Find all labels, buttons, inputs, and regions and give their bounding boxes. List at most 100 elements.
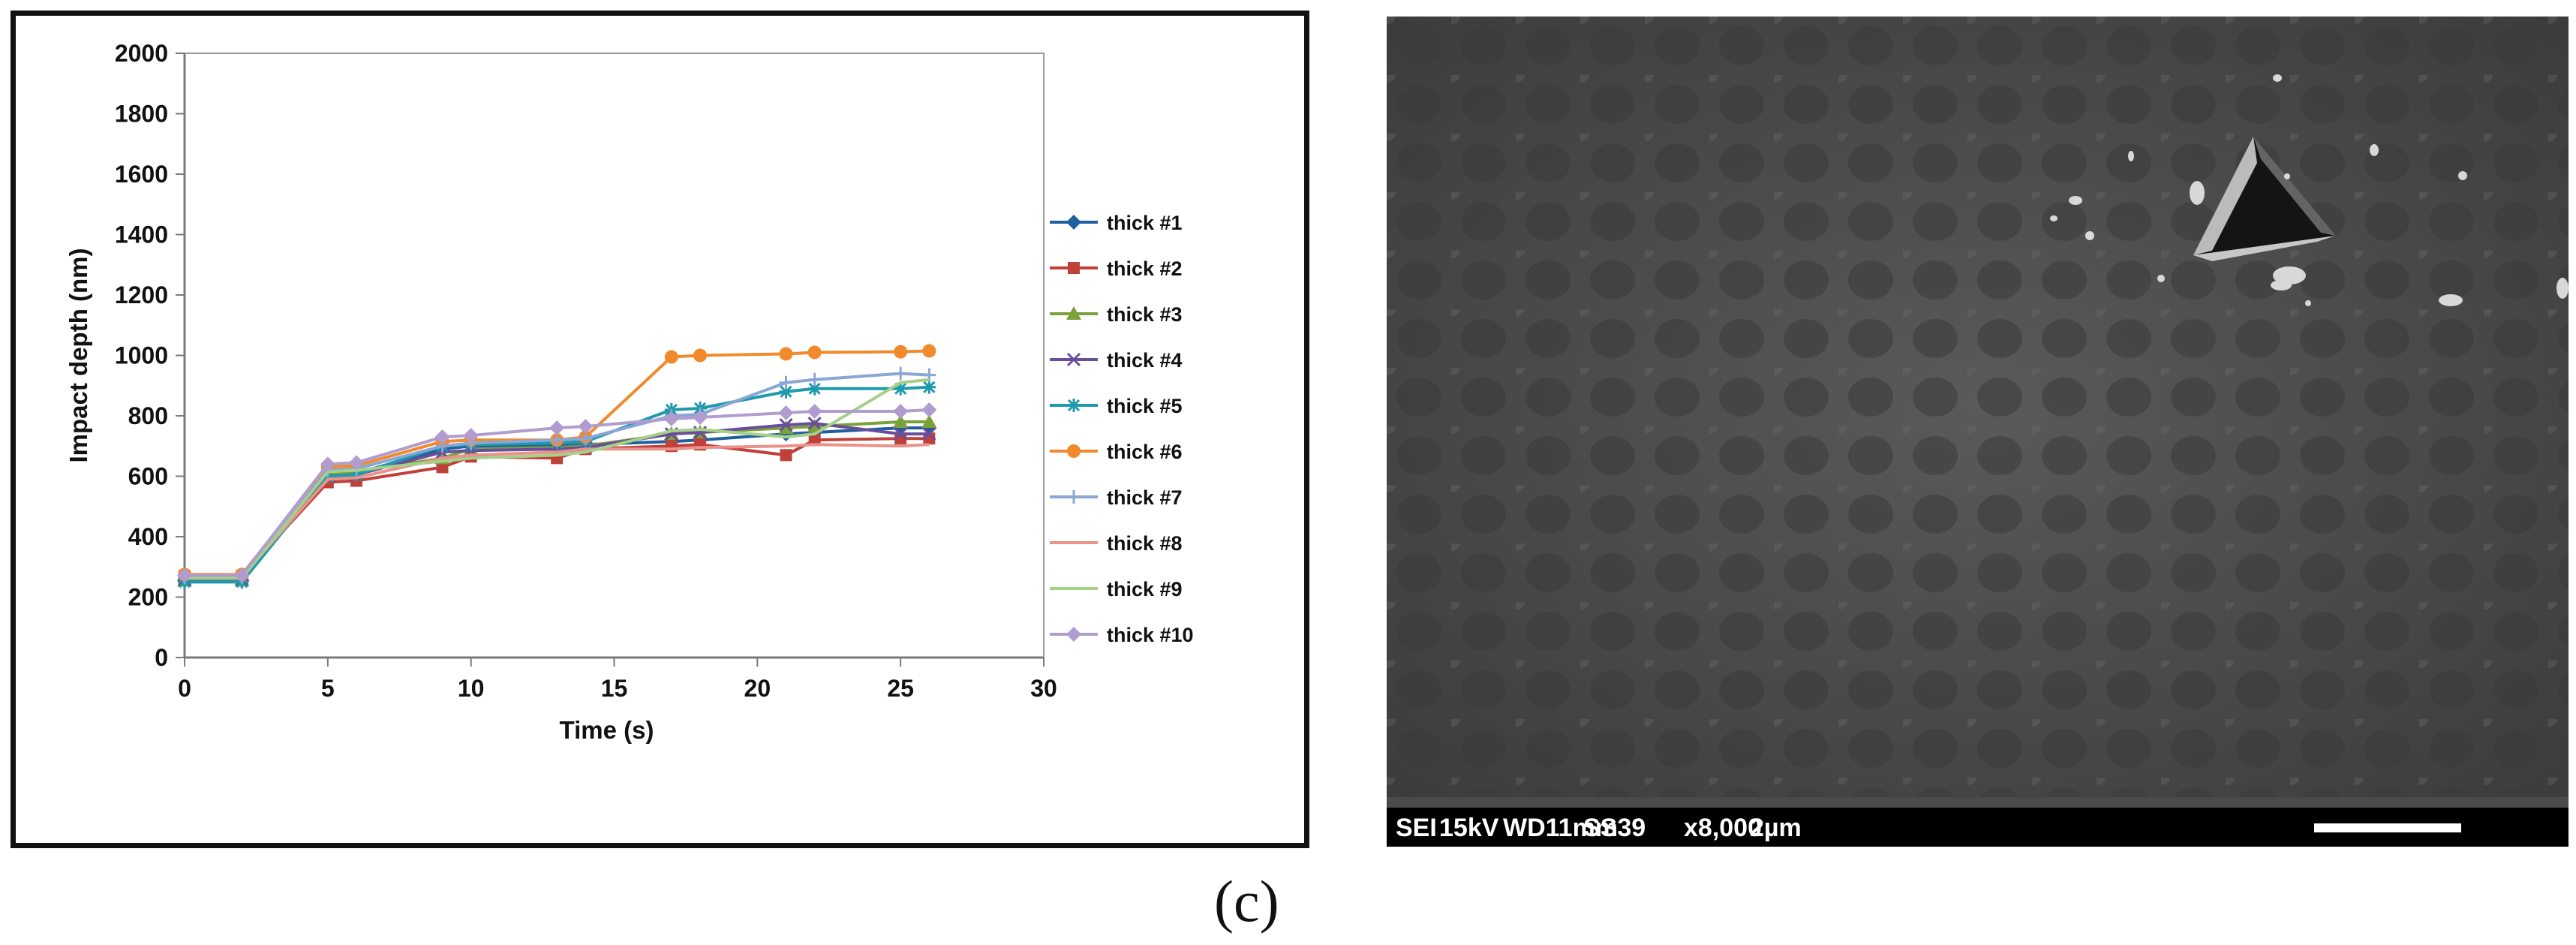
chart-panel: 0 200 400 600 800 1000 1200 1400 1600 1800 2000 0 5 1… bbox=[11, 11, 1309, 848]
sem-magnification: x8,000 bbox=[1684, 814, 1762, 842]
series-6-point-12 bbox=[894, 345, 908, 359]
series-10-point-4 bbox=[434, 429, 450, 445]
series-7-line bbox=[185, 372, 930, 579]
impact-depth-chart: 0 200 400 600 800 1000 1200 1400 1600 1800 2000 0 5 1… bbox=[65, 40, 1194, 744]
legend-marker-6 bbox=[1067, 444, 1081, 458]
series-10-point-7 bbox=[578, 419, 594, 435]
series-3-point-13 bbox=[921, 414, 937, 429]
y-tick-label-4: 800 bbox=[128, 402, 168, 429]
x-tick-label-1: 5 bbox=[321, 675, 335, 702]
series-10-point-10 bbox=[778, 405, 794, 420]
x-tick-label-0: 0 bbox=[178, 675, 191, 702]
y-tick-label-6: 1200 bbox=[115, 281, 168, 308]
legend-entry-7: thick #7 bbox=[1050, 486, 1183, 509]
sem-mode: SEI bbox=[1396, 814, 1437, 842]
series-7-point-10 bbox=[779, 375, 793, 390]
legend-entry-5: thick #5 bbox=[1050, 395, 1183, 417]
sem-spot-size: SS39 bbox=[1583, 814, 1646, 842]
sem-indent-image bbox=[1387, 17, 2568, 797]
series-6-point-11 bbox=[807, 345, 822, 360]
legend-marker-1 bbox=[1066, 215, 1081, 230]
series-2-point-4 bbox=[436, 461, 449, 474]
series-4-point-13 bbox=[922, 427, 936, 441]
series-4-point-12 bbox=[894, 427, 908, 441]
series-5-point-10 bbox=[779, 384, 793, 399]
x-tick-label-6: 30 bbox=[1030, 675, 1057, 702]
series-10-point-6 bbox=[549, 420, 565, 436]
series-2-point-10 bbox=[780, 449, 792, 462]
y-tick-label-1: 200 bbox=[128, 584, 168, 611]
x-tick-label-3: 15 bbox=[601, 675, 628, 702]
legend-marker-3 bbox=[1066, 306, 1081, 320]
y-tick-label-0: 0 bbox=[155, 644, 168, 671]
series-3-point-11 bbox=[807, 419, 822, 433]
legend-entry-9: thick #9 bbox=[1050, 578, 1183, 600]
sem-voltage: 15kV bbox=[1439, 814, 1499, 842]
legend-label-9: thick #9 bbox=[1107, 578, 1183, 600]
series-7 bbox=[178, 366, 936, 585]
y-axis-title: Impact depth (nm) bbox=[65, 248, 92, 463]
series-8 bbox=[185, 443, 930, 579]
x-tick-label-4: 20 bbox=[744, 675, 771, 702]
legend-label-8: thick #8 bbox=[1107, 532, 1183, 555]
series-6-point-13 bbox=[922, 344, 936, 358]
series-10-point-8 bbox=[663, 411, 679, 427]
legend-marker-4 bbox=[1066, 352, 1081, 367]
series-3-point-10 bbox=[778, 420, 794, 435]
y-tick-label-9: 1800 bbox=[115, 101, 168, 128]
series-5-line bbox=[185, 385, 930, 584]
series-4-point-11 bbox=[807, 417, 822, 431]
series-9 bbox=[185, 378, 930, 580]
legend-entry-10: thick #10 bbox=[1050, 624, 1194, 646]
sem-working-distance: WD11mm bbox=[1503, 814, 1619, 842]
legend-entry-8: thick #8 bbox=[1050, 532, 1183, 555]
series-5-point-13 bbox=[922, 380, 936, 394]
series-10-point-3 bbox=[349, 455, 364, 471]
series-10-point-2 bbox=[320, 456, 335, 472]
sem-scale-text: 2µm bbox=[1750, 814, 1802, 842]
indent-triangle bbox=[2193, 137, 2336, 261]
y-tick-label-3: 600 bbox=[128, 463, 168, 490]
series-7-point-6 bbox=[550, 433, 564, 447]
legend-label-5: thick #5 bbox=[1107, 395, 1183, 417]
legend-label-3: thick #3 bbox=[1107, 303, 1183, 326]
series-5-point-11 bbox=[807, 381, 822, 396]
y-tick-label-2: 400 bbox=[128, 523, 168, 550]
legend-label-2: thick #2 bbox=[1107, 257, 1183, 280]
legend-entry-2: thick #2 bbox=[1050, 257, 1183, 280]
legend-marker-5 bbox=[1067, 399, 1081, 412]
series-9-line bbox=[185, 378, 930, 580]
legend-label-10: thick #10 bbox=[1107, 624, 1194, 646]
series-6-point-10 bbox=[779, 347, 793, 361]
y-tick-label-7: 1400 bbox=[115, 221, 168, 248]
series-6-point-8 bbox=[664, 350, 678, 364]
legend-entry-3: thick #3 bbox=[1050, 303, 1183, 326]
series-10-point-0 bbox=[177, 567, 192, 583]
series-3-point-12 bbox=[893, 414, 909, 429]
series-10-point-12 bbox=[893, 403, 909, 419]
y-tick-label-5: 1000 bbox=[115, 342, 168, 369]
x-tick-label-2: 10 bbox=[458, 675, 485, 702]
series-7-point-11 bbox=[807, 372, 822, 387]
series-10 bbox=[177, 402, 937, 583]
series-10-point-1 bbox=[234, 567, 250, 583]
legend-marker-2 bbox=[1068, 262, 1080, 274]
series-7-point-13 bbox=[922, 368, 936, 382]
legend-label-6: thick #6 bbox=[1107, 441, 1183, 463]
series-4-point-10 bbox=[779, 418, 793, 432]
sem-micrograph: SEI 15kV WD11mm SS39 x8,000 2µm bbox=[1387, 17, 2568, 847]
series-10-point-13 bbox=[921, 402, 937, 417]
scale-bar bbox=[2314, 823, 2461, 832]
plot-area-border bbox=[184, 53, 1045, 658]
series-2-point-11 bbox=[808, 434, 821, 447]
series-10-point-9 bbox=[693, 410, 708, 426]
series-6-point-9 bbox=[693, 348, 707, 363]
series-10-point-5 bbox=[463, 428, 479, 444]
panel-label: (c) bbox=[1214, 868, 1279, 934]
y-tick-label-10: 2000 bbox=[115, 40, 168, 67]
x-tick-label-5: 25 bbox=[887, 675, 914, 702]
x-axis-title: Time (s) bbox=[560, 716, 654, 744]
legend-label-4: thick #4 bbox=[1107, 349, 1183, 372]
sem-info-bar: SEI 15kV WD11mm SS39 x8,000 2µm bbox=[1387, 808, 2568, 847]
series-10-point-11 bbox=[807, 403, 822, 419]
